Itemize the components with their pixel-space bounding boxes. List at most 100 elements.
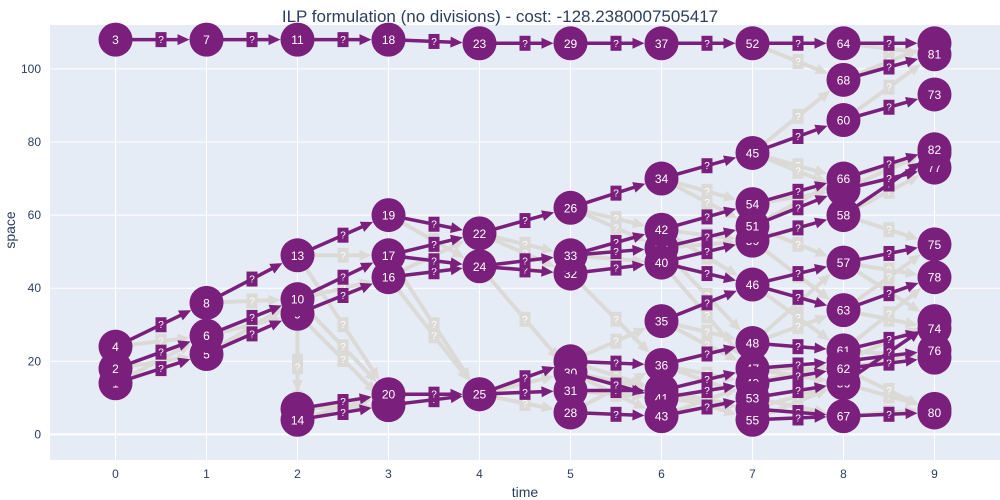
edge-arrowhead xyxy=(541,210,555,221)
node-circle xyxy=(735,187,770,222)
edge-label: ? xyxy=(704,298,710,309)
edge-label-box xyxy=(701,35,713,51)
edge-line xyxy=(851,411,911,418)
edge-arrowhead xyxy=(632,37,645,49)
edge: ? xyxy=(760,410,827,426)
edge-line xyxy=(760,153,821,174)
edge-label-box xyxy=(519,35,531,51)
edge-label-box xyxy=(701,346,713,362)
x-tick-label: 4 xyxy=(476,467,483,481)
edge-line xyxy=(214,307,276,334)
node-label: 51 xyxy=(746,220,760,234)
edge-line xyxy=(304,264,367,297)
edge-label: ? xyxy=(795,132,801,143)
edge-arrowhead xyxy=(368,366,380,380)
edge-arrowhead xyxy=(814,195,828,206)
edge: ? xyxy=(850,330,921,380)
edge-arrowhead xyxy=(541,373,554,385)
edge: ? xyxy=(396,33,463,49)
edge-line xyxy=(851,216,912,239)
edge-label-box xyxy=(883,35,895,51)
edge-label: ? xyxy=(522,39,528,50)
node-label: 82 xyxy=(928,143,942,157)
edge-label-box xyxy=(155,32,167,48)
edge-arrowhead xyxy=(450,257,463,269)
graph-node: 29 xyxy=(553,26,588,61)
node-label: 43 xyxy=(655,410,669,424)
edge-line xyxy=(758,288,825,338)
edge-arrowhead xyxy=(905,355,918,367)
x-tick-label: 9 xyxy=(931,467,938,481)
edge-arrowhead xyxy=(814,314,828,326)
edge-arrowhead xyxy=(364,369,377,382)
edge-line xyxy=(760,385,820,398)
edge-label-box xyxy=(428,253,440,269)
edge: ? xyxy=(396,253,463,269)
edge-label: ? xyxy=(340,408,346,419)
node-circle xyxy=(553,190,588,225)
edge-line xyxy=(213,265,277,300)
node-circle xyxy=(280,282,315,317)
edge-line xyxy=(578,359,638,366)
edge-line xyxy=(487,368,548,393)
graph-node: 46 xyxy=(735,267,770,302)
edge-arrowhead xyxy=(268,304,282,316)
node-label: 25 xyxy=(473,388,487,402)
edge-label: ? xyxy=(704,375,710,386)
edge: ? xyxy=(305,282,373,312)
node-circle xyxy=(735,135,770,170)
edge-arrowhead xyxy=(907,162,921,174)
edge-label-box xyxy=(337,339,349,355)
edge-arrowhead xyxy=(724,350,738,361)
edge-line xyxy=(214,322,276,352)
graph-node: 33 xyxy=(553,238,588,273)
edge-line xyxy=(123,356,183,369)
edge-label: ? xyxy=(340,342,346,353)
edge-label-box xyxy=(610,377,622,393)
edge-arrowhead xyxy=(632,327,646,338)
edge-label-box xyxy=(701,324,713,340)
edge: ? xyxy=(669,398,736,416)
edge-arrowhead xyxy=(449,222,463,234)
edge-line xyxy=(213,310,278,351)
edge: ? xyxy=(305,393,372,410)
edge-label-box xyxy=(792,163,804,179)
edge: ? xyxy=(578,244,645,260)
edge-label: ? xyxy=(704,340,710,351)
node-circle xyxy=(189,22,224,57)
edge-label-box xyxy=(292,359,304,375)
edge-label: ? xyxy=(704,39,710,50)
edge-arrowhead xyxy=(632,232,646,243)
edge-arrowhead xyxy=(359,221,373,232)
edge-label-box xyxy=(246,32,258,48)
node-label: 3 xyxy=(112,33,119,47)
edge-arrowhead xyxy=(459,366,471,380)
edge-label-box xyxy=(337,317,349,333)
y-axis-title: space xyxy=(2,211,18,249)
edge-line xyxy=(305,281,366,299)
edge-arrowhead xyxy=(907,300,921,312)
edge: ? xyxy=(122,310,192,345)
edge-line xyxy=(669,385,729,398)
edge-arrowhead xyxy=(177,340,191,351)
node-label: 11 xyxy=(291,33,304,47)
y-tick-label: 80 xyxy=(28,135,42,149)
node-label: 7 xyxy=(203,33,210,47)
node-label: 14 xyxy=(291,413,305,427)
edge-label: ? xyxy=(431,37,437,48)
edge-label-box xyxy=(883,406,895,422)
edge: ? xyxy=(760,285,828,308)
edge-label-box xyxy=(792,128,804,144)
node-label: 55 xyxy=(746,413,760,427)
y-tick-label: 100 xyxy=(21,62,41,76)
edge-label-box xyxy=(519,384,531,400)
edge-label-box xyxy=(519,253,531,269)
edge-label-box xyxy=(610,333,622,349)
edge: ? xyxy=(669,263,736,284)
edge: ? xyxy=(758,288,830,341)
node-label: 31 xyxy=(564,384,578,398)
node-circle xyxy=(280,22,315,57)
node-circle xyxy=(280,402,315,437)
edge-label-box xyxy=(610,311,622,327)
